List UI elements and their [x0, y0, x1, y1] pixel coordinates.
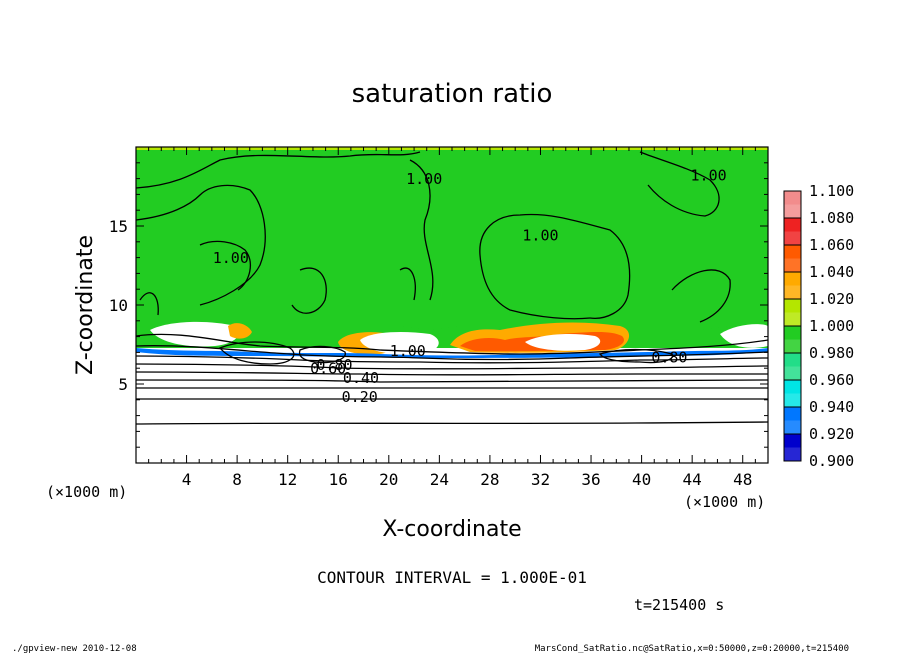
colorbar-swatch: [784, 312, 801, 326]
colorbar-swatch: [784, 420, 801, 434]
contour-label: 1.00: [522, 227, 558, 245]
yellow-patch-7: [228, 323, 252, 339]
chart-title: saturation ratio: [352, 79, 553, 109]
y-axis-label: Z-coordinate: [73, 235, 98, 375]
colorbar-swatch: [784, 272, 801, 286]
y-tick-label: 10: [109, 296, 128, 315]
x-tick-label: 48: [733, 470, 752, 489]
supersaturated-field: [136, 147, 768, 343]
footer-right: MarsCond_SatRatio.nc@SatRatio,x=0:50000,…: [535, 644, 849, 654]
contour-interval: CONTOUR INTERVAL = 1.000E-01: [317, 568, 587, 587]
contour-labels: 1.00 1.001.001.001.000.80 0.800.600.400.20: [213, 167, 727, 406]
x-tick-label: 44: [683, 470, 702, 489]
x-unit-label: (×1000 m): [684, 493, 765, 511]
x-ticks: 4 8 12 16 20 24 28 32 36 40 44 48: [148, 147, 756, 489]
contour-label: 0.60: [310, 359, 346, 377]
colorbar-swatch: [784, 353, 801, 367]
x-tick-label: 28: [480, 470, 499, 489]
colorbar-label: 0.900: [809, 452, 854, 470]
colorbar-swatch: [784, 434, 801, 448]
contour-label: 1.00: [213, 249, 249, 267]
x-tick-label: 24: [430, 470, 449, 489]
y-unit-label: (×1000 m): [46, 483, 127, 501]
footer-left: ./gpview-new 2010-12-08: [12, 644, 137, 654]
white-cloud-20-24: [360, 332, 439, 355]
colorbar-swatch: [784, 231, 801, 245]
contour-label: 0.80: [651, 348, 687, 366]
colorbar-swatch: [784, 191, 801, 205]
x-tick-label: 20: [379, 470, 398, 489]
contour-label: 1.00: [406, 170, 442, 188]
colorbar-label: 1.020: [809, 290, 854, 308]
colorbar-swatch: [784, 393, 801, 407]
colorbar-label: 0.960: [809, 371, 854, 389]
y-tick-label: 5: [118, 375, 128, 394]
contour-label: 1.00: [390, 342, 426, 360]
colorbar-swatch: [784, 299, 801, 313]
white-cloud-28-36: [525, 334, 601, 351]
colorbar-swatch: [784, 407, 801, 421]
contour-label: 0.40: [343, 369, 379, 387]
colorbar-label: 1.060: [809, 236, 854, 254]
colorbar-label: 1.040: [809, 263, 854, 281]
colorbar-swatch: [784, 447, 801, 461]
contour-lines: [136, 151, 768, 425]
colorbar-swatch: [784, 204, 801, 218]
colorbar-swatch: [784, 245, 801, 259]
colorbar-swatch: [784, 366, 801, 380]
colorbar-label: 0.940: [809, 398, 854, 416]
colorbar-swatch: [784, 339, 801, 353]
colorbar-swatch: [784, 326, 801, 340]
colorbar-label: 1.000: [809, 317, 854, 335]
colorbar-swatch: [784, 285, 801, 299]
colorbar-label: 1.080: [809, 209, 854, 227]
x-tick-label: 32: [531, 470, 550, 489]
x-tick-label: 12: [278, 470, 297, 489]
x-tick-label: 8: [232, 470, 242, 489]
time-stamp: t=215400 s: [634, 596, 724, 614]
colorbar-swatch: [784, 218, 801, 232]
colorbar-label: 0.980: [809, 344, 854, 362]
colorbar-label: 0.920: [809, 425, 854, 443]
x-tick-label: 40: [632, 470, 651, 489]
y-ticks: 5 10 15: [109, 162, 768, 448]
colorbar-swatch: [784, 380, 801, 394]
x-tick-label: 36: [581, 470, 600, 489]
colorbar-swatch: [784, 258, 801, 272]
contour-label: 1.00: [691, 167, 727, 185]
contour-label: 0.80: [316, 356, 352, 374]
colorbar: 1.100 1.080 1.060 1.040 1.020 1.000 0.980 0.960…: [783, 182, 854, 470]
x-tick-label: 4: [182, 470, 192, 489]
x-axis-label: X-coordinate: [382, 517, 521, 542]
x-tick-label: 16: [329, 470, 348, 489]
contour-label: 0.20: [342, 388, 378, 406]
y-tick-label: 15: [109, 217, 128, 236]
colorbar-label: 1.100: [809, 182, 854, 200]
